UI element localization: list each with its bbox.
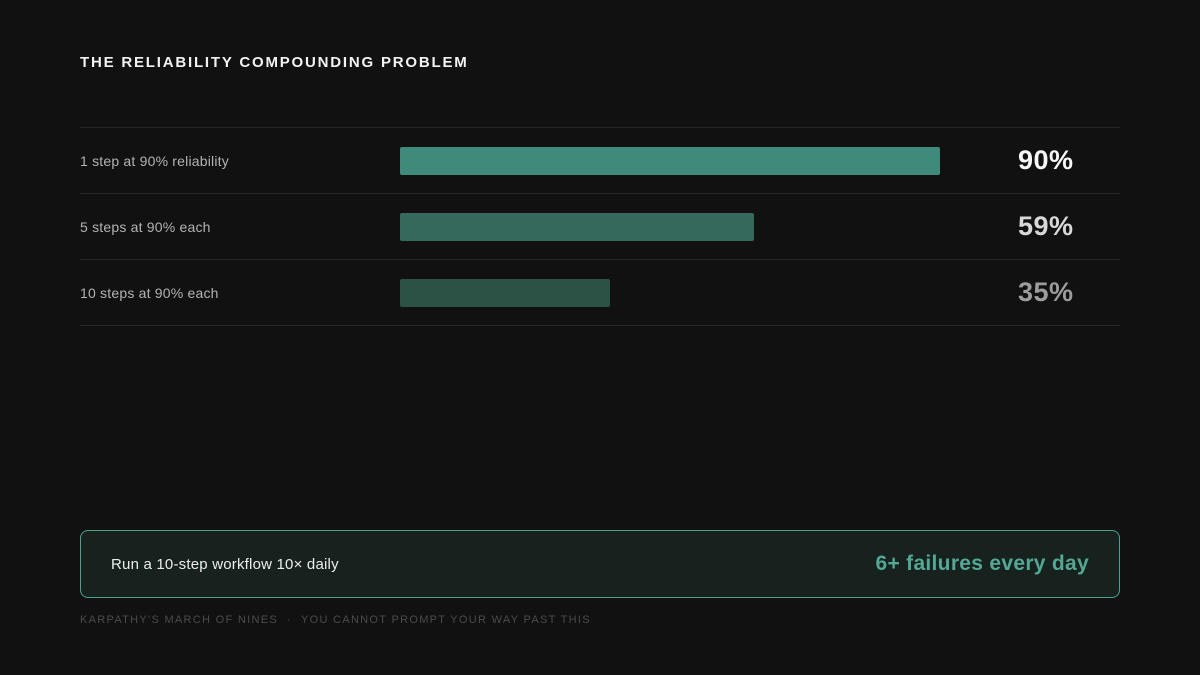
row-label: 10 steps at 90% each — [80, 284, 219, 301]
bar-value: 35% — [1018, 277, 1074, 307]
spacer — [80, 326, 1120, 530]
workflow-callout: Run a 10-step workflow 10× daily 6+ fail… — [80, 530, 1120, 598]
bar-track — [400, 212, 1000, 241]
footer-left: KARPATHY'S MARCH OF NINES — [80, 614, 278, 626]
footer-caption: KARPATHY'S MARCH OF NINES · YOU CANNOT P… — [80, 614, 1120, 626]
chart-row: 1 step at 90% reliability 90% — [80, 127, 1120, 193]
page-title: THE RELIABILITY COMPOUNDING PROBLEM — [80, 54, 469, 71]
footer-separator: · — [287, 614, 292, 626]
callout-value: 6+ failures every day — [875, 552, 1089, 575]
row-label: 5 steps at 90% each — [80, 218, 211, 235]
chart-row: 5 steps at 90% each 59% — [80, 193, 1120, 259]
bar-track — [400, 278, 1000, 307]
bar-value: 59% — [1018, 211, 1074, 241]
reliability-bar-chart: 1 step at 90% reliability 90% 5 steps at… — [80, 127, 1120, 326]
callout-text: Run a 10-step workflow 10× daily — [111, 555, 339, 573]
footer-right: YOU CANNOT PROMPT YOUR WAY PAST THIS — [300, 614, 591, 626]
bar-track — [400, 146, 1000, 175]
bar — [400, 278, 610, 307]
bar — [400, 212, 754, 241]
chart-row: 10 steps at 90% each 35% — [80, 259, 1120, 325]
bar-value: 90% — [1018, 145, 1074, 175]
row-label: 1 step at 90% reliability — [80, 152, 229, 169]
bar — [400, 146, 940, 175]
